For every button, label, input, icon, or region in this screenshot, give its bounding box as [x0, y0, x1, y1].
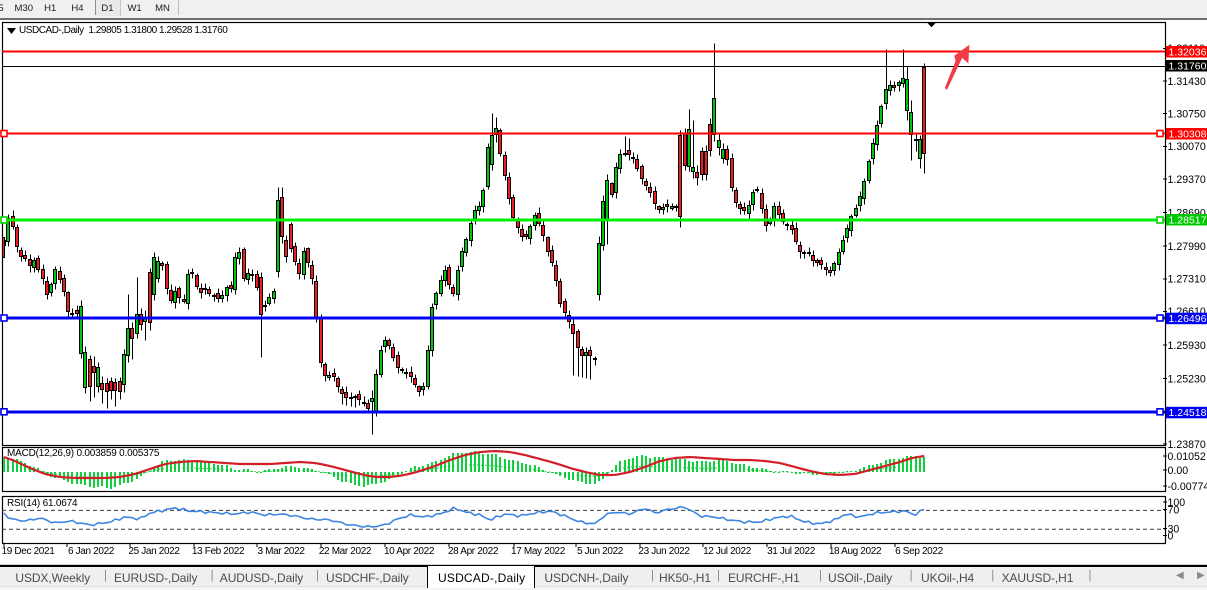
svg-text:0.00: 0.00 — [1168, 465, 1189, 477]
svg-text:1.28517: 1.28517 — [1169, 214, 1207, 226]
svg-text:1.24518: 1.24518 — [1169, 407, 1207, 419]
svg-text:1.27990: 1.27990 — [1168, 241, 1206, 253]
svg-text:1.25230: 1.25230 — [1168, 374, 1206, 386]
svg-text:1.30750: 1.30750 — [1168, 108, 1206, 120]
svg-text:1.26496: 1.26496 — [1169, 313, 1207, 325]
svg-text:1.27310: 1.27310 — [1168, 274, 1206, 286]
svg-text:30: 30 — [1168, 523, 1180, 535]
svg-text:1.23870: 1.23870 — [1168, 439, 1206, 451]
svg-text:1.31760: 1.31760 — [1169, 60, 1207, 72]
svg-text:1.32036: 1.32036 — [1169, 46, 1207, 58]
svg-text:0: 0 — [1168, 530, 1174, 542]
svg-text:-0.00774: -0.00774 — [1168, 481, 1207, 493]
svg-text:1.29370: 1.29370 — [1168, 174, 1206, 186]
svg-text:0.01052: 0.01052 — [1168, 451, 1206, 463]
svg-text:1.30308: 1.30308 — [1169, 128, 1207, 140]
svg-text:1.30070: 1.30070 — [1168, 141, 1206, 153]
svg-text:100: 100 — [1168, 497, 1186, 509]
svg-text:70: 70 — [1168, 504, 1180, 516]
svg-text:1.31430: 1.31430 — [1168, 76, 1206, 88]
svg-text:1.25930: 1.25930 — [1168, 340, 1206, 352]
